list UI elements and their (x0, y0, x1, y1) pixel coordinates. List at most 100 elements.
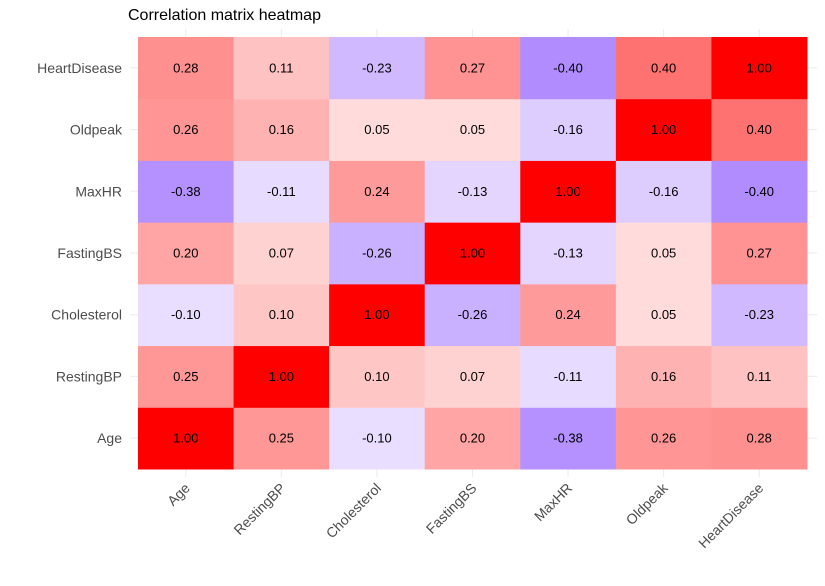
heatmap-cell-FastingBS-Age (138, 222, 235, 285)
cell-label-Cholesterol-Age: -0.10 (171, 307, 201, 322)
heatmap-cell-FastingBS-FastingBS (424, 222, 521, 285)
cell-label-Age-Cholesterol: -0.10 (362, 431, 392, 446)
heatmap-cell-FastingBS-HeartDisease (711, 222, 808, 285)
cell-label-MaxHR-Age: -0.38 (171, 184, 201, 199)
x-axis-tick-labels: Age RestingBP Cholesterol FastingBS MaxHR Old… (164, 479, 767, 551)
cell-label-Age-HeartDisease: 0.28 (747, 431, 772, 446)
cell-label-RestingBP-RestingBP: 1.00 (269, 369, 294, 384)
heatmap-cell-MaxHR-HeartDisease (711, 160, 808, 223)
cell-label-Oldpeak-HeartDisease: 0.40 (747, 122, 772, 137)
heatmap-cell-Oldpeak-MaxHR (520, 98, 617, 161)
cell-label-MaxHR-Oldpeak: -0.16 (649, 184, 679, 199)
heatmap-cell-Oldpeak-RestingBP (233, 98, 330, 161)
cell-label-HeartDisease-FastingBS: 0.27 (460, 60, 485, 75)
x-tick-label-Age: Age (164, 480, 193, 509)
cell-label-RestingBP-HeartDisease: 0.11 (747, 369, 771, 384)
heatmap-cell-labels: 1.00 0.25 -0.10 0.20 -0.38 0.26 0.28 0.25 1.00 0.… (171, 60, 774, 445)
heatmap-cell-MaxHR-FastingBS (424, 160, 521, 223)
heatmap-cell-Oldpeak-HeartDisease (711, 98, 808, 161)
heatmap-cell-HeartDisease-Oldpeak (615, 37, 712, 100)
cell-label-Age-Age: 1.00 (173, 431, 198, 446)
y-tick-label-Cholesterol: Cholesterol (51, 307, 122, 323)
cell-label-MaxHR-HeartDisease: -0.40 (744, 184, 774, 199)
heatmap-cell-FastingBS-RestingBP (233, 222, 330, 285)
cell-label-FastingBS-MaxHR: -0.13 (553, 246, 583, 261)
cell-label-Cholesterol-Oldpeak: 0.05 (651, 307, 676, 322)
heatmap-cell-Age-Oldpeak (615, 407, 712, 470)
heatmap-cell-Oldpeak-Age (138, 98, 235, 161)
heatmap-cell-RestingBP-FastingBS (424, 345, 521, 408)
heatmap-cell-Cholesterol-RestingBP (233, 283, 330, 347)
heatmap-cells (138, 37, 808, 470)
heatmap-cell-Age-FastingBS (424, 407, 521, 470)
cell-label-MaxHR-FastingBS: -0.13 (458, 184, 488, 199)
heatmap-cell-HeartDisease-HeartDisease (711, 37, 808, 100)
cell-label-FastingBS-RestingBP: 0.07 (269, 246, 294, 261)
heatmap-cell-RestingBP-Age (138, 345, 235, 408)
y-tick-label-FastingBS: FastingBS (57, 245, 122, 261)
cell-label-HeartDisease-Age: 0.28 (173, 60, 198, 75)
heatmap-cell-MaxHR-Oldpeak (615, 160, 712, 223)
heatmap-cell-Cholesterol-Age (138, 283, 235, 347)
cell-label-HeartDisease-MaxHR: -0.40 (553, 60, 583, 75)
cell-label-Oldpeak-MaxHR: -0.16 (553, 122, 583, 137)
heatmap-cell-Age-HeartDisease (711, 407, 808, 470)
cell-label-FastingBS-FastingBS: 1.00 (460, 246, 485, 261)
cell-label-HeartDisease-Cholesterol: -0.23 (362, 60, 392, 75)
heatmap-cell-Age-Cholesterol (329, 407, 426, 470)
cell-label-Cholesterol-MaxHR: 0.24 (555, 307, 580, 322)
heatmap-cell-FastingBS-Cholesterol (329, 222, 426, 285)
x-tick-label-FastingBS: FastingBS (423, 480, 480, 537)
cell-label-RestingBP-FastingBS: 0.07 (460, 369, 485, 384)
cell-label-Cholesterol-Cholesterol: 1.00 (364, 307, 389, 322)
heatmap-cell-Cholesterol-Cholesterol (329, 283, 426, 347)
heatmap-cell-Oldpeak-Oldpeak (615, 98, 712, 161)
cell-label-Age-RestingBP: 0.25 (269, 431, 294, 446)
x-tick-label-MaxHR: MaxHR (531, 480, 575, 524)
chart-title: Correlation matrix heatmap (128, 7, 321, 24)
x-tick-label-Oldpeak: Oldpeak (623, 479, 672, 528)
heatmap-cell-HeartDisease-FastingBS (424, 37, 521, 100)
heatmap-cell-Oldpeak-Cholesterol (329, 98, 426, 161)
cell-label-RestingBP-Age: 0.25 (173, 369, 198, 384)
cell-label-MaxHR-Cholesterol: 0.24 (364, 184, 389, 199)
x-tick-label-Cholesterol: Cholesterol (323, 480, 384, 541)
cell-label-Oldpeak-Cholesterol: 0.05 (364, 122, 389, 137)
heatmap-cell-Age-MaxHR (520, 407, 617, 470)
cell-label-Cholesterol-FastingBS: -0.26 (458, 307, 488, 322)
heatmap-cell-Age-Age (138, 407, 235, 470)
cell-label-Age-Oldpeak: 0.26 (651, 431, 676, 446)
cell-label-Age-FastingBS: 0.20 (460, 431, 485, 446)
cell-label-HeartDisease-HeartDisease: 1.00 (747, 60, 772, 75)
y-axis-tick-labels: Age RestingBP Cholesterol FastingBS MaxHR Old… (37, 60, 123, 446)
heatmap-cell-Oldpeak-FastingBS (424, 98, 521, 161)
heatmap-cell-MaxHR-Age (138, 160, 235, 223)
cell-label-HeartDisease-Oldpeak: 0.40 (651, 60, 676, 75)
heatmap-cell-FastingBS-Oldpeak (615, 222, 712, 285)
heatmap-cell-RestingBP-MaxHR (520, 345, 617, 408)
heatmap-cell-Age-RestingBP (233, 407, 330, 470)
cell-label-FastingBS-Cholesterol: -0.26 (362, 246, 392, 261)
cell-label-MaxHR-MaxHR: 1.00 (555, 184, 580, 199)
cell-label-RestingBP-Oldpeak: 0.16 (651, 369, 676, 384)
cell-label-RestingBP-MaxHR: -0.11 (554, 369, 583, 384)
y-tick-label-MaxHR: MaxHR (75, 183, 122, 199)
cell-label-Oldpeak-RestingBP: 0.16 (269, 122, 294, 137)
heatmap-cell-HeartDisease-RestingBP (233, 37, 330, 100)
heatmap-cell-Cholesterol-FastingBS (424, 283, 521, 347)
cell-label-Oldpeak-Age: 0.26 (173, 122, 198, 137)
cell-label-FastingBS-HeartDisease: 0.27 (747, 246, 772, 261)
x-tick-label-HeartDisease: HeartDisease (695, 480, 766, 551)
heatmap-cell-RestingBP-Oldpeak (615, 345, 712, 408)
cell-label-HeartDisease-RestingBP: 0.11 (269, 60, 293, 75)
heatmap-cell-RestingBP-RestingBP (233, 345, 330, 408)
y-tick-label-Age: Age (97, 430, 122, 446)
heatmap-cell-RestingBP-HeartDisease (711, 345, 808, 408)
heatmap-cell-HeartDisease-Age (138, 37, 235, 100)
heatmap-cell-MaxHR-Cholesterol (329, 160, 426, 223)
cell-label-MaxHR-RestingBP: -0.11 (267, 184, 296, 199)
cell-label-Cholesterol-RestingBP: 0.10 (269, 307, 294, 322)
cell-label-Cholesterol-HeartDisease: -0.23 (744, 307, 774, 322)
y-tick-label-Oldpeak: Oldpeak (70, 122, 123, 138)
